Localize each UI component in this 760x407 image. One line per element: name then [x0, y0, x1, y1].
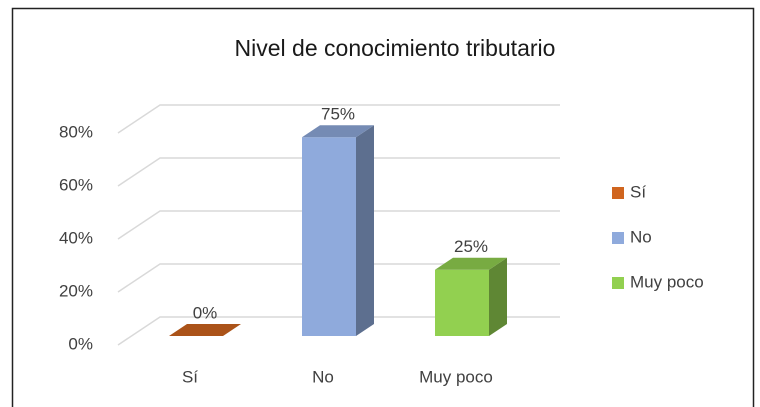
- grid-line: [117, 157, 560, 187]
- x-tick-label: Sí: [182, 367, 198, 386]
- value-label: 75%: [321, 105, 355, 124]
- legend-label: No: [630, 227, 652, 246]
- legend-swatch: [612, 277, 624, 289]
- legend-label: Muy poco: [630, 272, 704, 291]
- x-tick-label: Muy poco: [419, 367, 493, 386]
- chart-title: Nivel de conocimiento tributario: [235, 35, 556, 61]
- y-tick-label: 60%: [59, 175, 93, 194]
- legend-swatch: [612, 232, 624, 244]
- y-tick-label: 80%: [59, 122, 93, 141]
- bar-front: [302, 137, 356, 336]
- grid-line: [117, 104, 560, 134]
- y-tick-label: 0%: [68, 334, 93, 353]
- y-tick-label: 40%: [59, 228, 93, 247]
- bar-side: [489, 257, 507, 336]
- bar-top: [169, 324, 241, 336]
- value-label: 25%: [454, 237, 488, 256]
- bar-top: [302, 125, 374, 138]
- grid-line: [117, 263, 560, 293]
- legend-swatch: [612, 187, 624, 199]
- bar-side: [356, 125, 374, 336]
- grid-line: [117, 210, 560, 240]
- bar-front: [435, 269, 489, 336]
- y-tick-label: 20%: [59, 281, 93, 300]
- legend-label: Sí: [630, 182, 646, 201]
- chart-border: [11, 7, 755, 407]
- bar-top: [435, 257, 507, 270]
- grid-line: [117, 316, 560, 346]
- x-tick-label: No: [312, 367, 334, 386]
- value-label: 0%: [193, 303, 218, 322]
